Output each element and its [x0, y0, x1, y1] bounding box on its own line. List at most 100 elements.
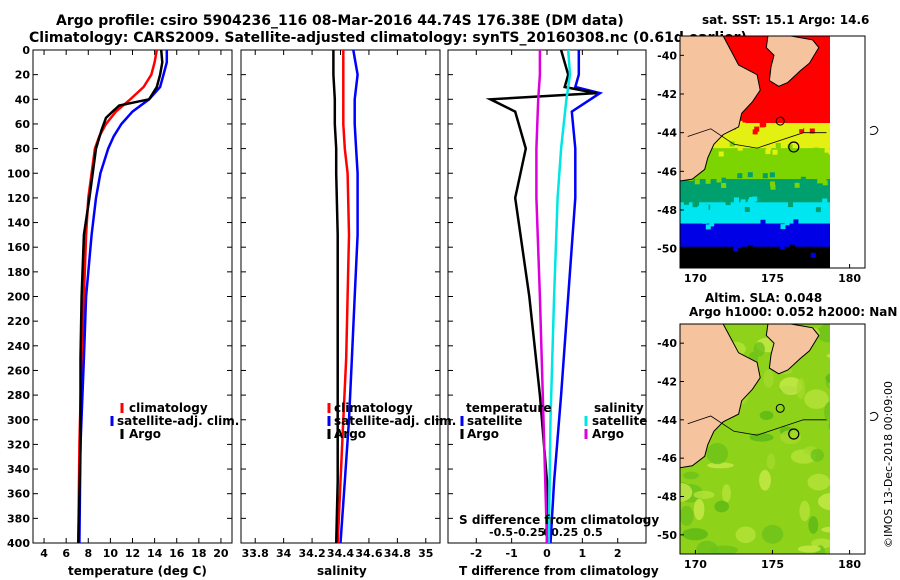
salinity-plot: 33.8 34 34.2 34.4 34.6 34.8 35 [240, 49, 441, 560]
sla-blob [828, 382, 830, 388]
sla-map-title: Altim. SLA: 0.048 [705, 291, 822, 305]
sst-pixel [821, 178, 827, 184]
legend-label-satellite: satellite-adj. clim. [334, 414, 456, 428]
legend-label-s-satellite: satellite [592, 414, 647, 428]
depth-contour [687, 128, 827, 149]
landmass [765, 324, 820, 375]
y-tick-label: -46 [657, 165, 677, 178]
sst-pixel [810, 149, 816, 155]
series-line-t-argo [485, 50, 597, 543]
sst-pixel [764, 240, 770, 246]
series-line-argo [332, 50, 339, 543]
y-tick-label: 400 [7, 537, 30, 550]
sst-pixel [770, 181, 775, 187]
sst-pixel [726, 172, 732, 178]
sla-blob [780, 430, 802, 445]
temperature-plot: 0 20 40 60 80 100 120 140 160 180 200 220 240 260 280 3… [7, 44, 233, 560]
y-tick-label: 0 [22, 44, 30, 57]
y-tick-label: 300 [7, 414, 30, 427]
y-tick-label: 340 [7, 463, 30, 476]
x-tick-label: 12 [125, 547, 140, 560]
series-line-t-satellite [549, 50, 604, 543]
sla-blob [779, 377, 803, 395]
legend-label-argo: Argo [334, 427, 366, 441]
series-line-climatology [336, 50, 351, 543]
sla-blob [826, 353, 830, 358]
x-tick-label: 8 [84, 547, 92, 560]
sst-pixel [800, 176, 806, 182]
sst-pixel [681, 195, 687, 201]
sst-pixel [828, 149, 830, 155]
x-tick-label: 170 [684, 272, 707, 285]
sst-pixel [737, 145, 743, 151]
sst-pixel [692, 185, 698, 191]
x-tick-label: -2 [470, 547, 482, 560]
y-tick-label: 140 [7, 217, 30, 230]
x-tick-label: 170 [684, 558, 707, 571]
x-tick-label: 4 [40, 547, 48, 560]
x-tick-label: 35 [418, 547, 433, 560]
sst-pixel [799, 127, 805, 133]
salinity-xlabel: salinity [317, 564, 367, 578]
sst-pixel [754, 126, 760, 132]
sst-pixel [809, 128, 815, 134]
sst-pixel [743, 153, 749, 159]
y-tick-label: 280 [7, 389, 30, 402]
x-tick-label: 20 [213, 547, 229, 560]
y-tick-label: 180 [7, 266, 30, 279]
x-tick-label: 175 [761, 272, 784, 285]
sst-pixel [750, 201, 756, 207]
sst-pixel [801, 223, 807, 229]
x-tick-label: 18 [191, 547, 206, 560]
y-tick-label: 380 [7, 512, 30, 525]
sla-blob [706, 442, 728, 465]
x-tick-label: 34.8 [384, 547, 411, 560]
x-tick-label: 2 [614, 547, 622, 560]
legend-label-climatology: climatology [129, 401, 208, 415]
sst-pixel [772, 149, 778, 155]
sst-pixel [721, 183, 727, 188]
x2-tick-label: -0.25 [513, 526, 545, 539]
difference-x2label: S difference from climatology [459, 513, 659, 527]
x-tick-label: 180 [838, 558, 861, 571]
sst-pixel [783, 173, 789, 179]
sla-blob [763, 369, 774, 388]
sla-blob [825, 373, 830, 383]
landmass [680, 36, 761, 182]
y-tick-label: 60 [15, 118, 31, 131]
sla-blob [722, 484, 731, 503]
sla-blob [680, 505, 694, 526]
x-tick-label: 6 [62, 547, 70, 560]
sst-pixel [824, 117, 830, 123]
sla-blob [710, 545, 738, 554]
difference-legend: temperature salinity satellite Argo sate… [460, 401, 647, 441]
temperature-xlabel: temperature (deg C) [68, 564, 207, 578]
legend-label-argo: Argo [129, 427, 161, 441]
sst-pixel [784, 220, 790, 226]
sla-blob [693, 498, 705, 521]
sla-blob [828, 420, 830, 430]
x-tick-label: 34.2 [299, 547, 326, 560]
sla-blob [735, 526, 756, 544]
sla-blob [753, 342, 765, 357]
sst-pixel [740, 199, 746, 205]
sla-blob [810, 448, 824, 462]
island-outline [869, 125, 879, 135]
x-tick-label: 180 [838, 272, 861, 285]
sla-blob [759, 469, 771, 491]
sst-pixel [831, 183, 836, 188]
x-tick-label: -1 [506, 547, 518, 560]
landmass [765, 36, 820, 87]
series-line-satellite-adj-clim- [78, 50, 169, 543]
sst-pixel [747, 245, 753, 251]
sst-pixel [780, 224, 786, 230]
series-line-climatology [77, 50, 159, 543]
y-tick-label: -46 [657, 452, 677, 465]
sla-blob [761, 524, 784, 544]
series-line-s-satellite [547, 50, 572, 543]
sst-pixel [824, 147, 830, 153]
sst-pixel [822, 198, 828, 204]
sst-pixel [734, 197, 739, 203]
x2-tick-label: 0.5 [583, 526, 603, 539]
